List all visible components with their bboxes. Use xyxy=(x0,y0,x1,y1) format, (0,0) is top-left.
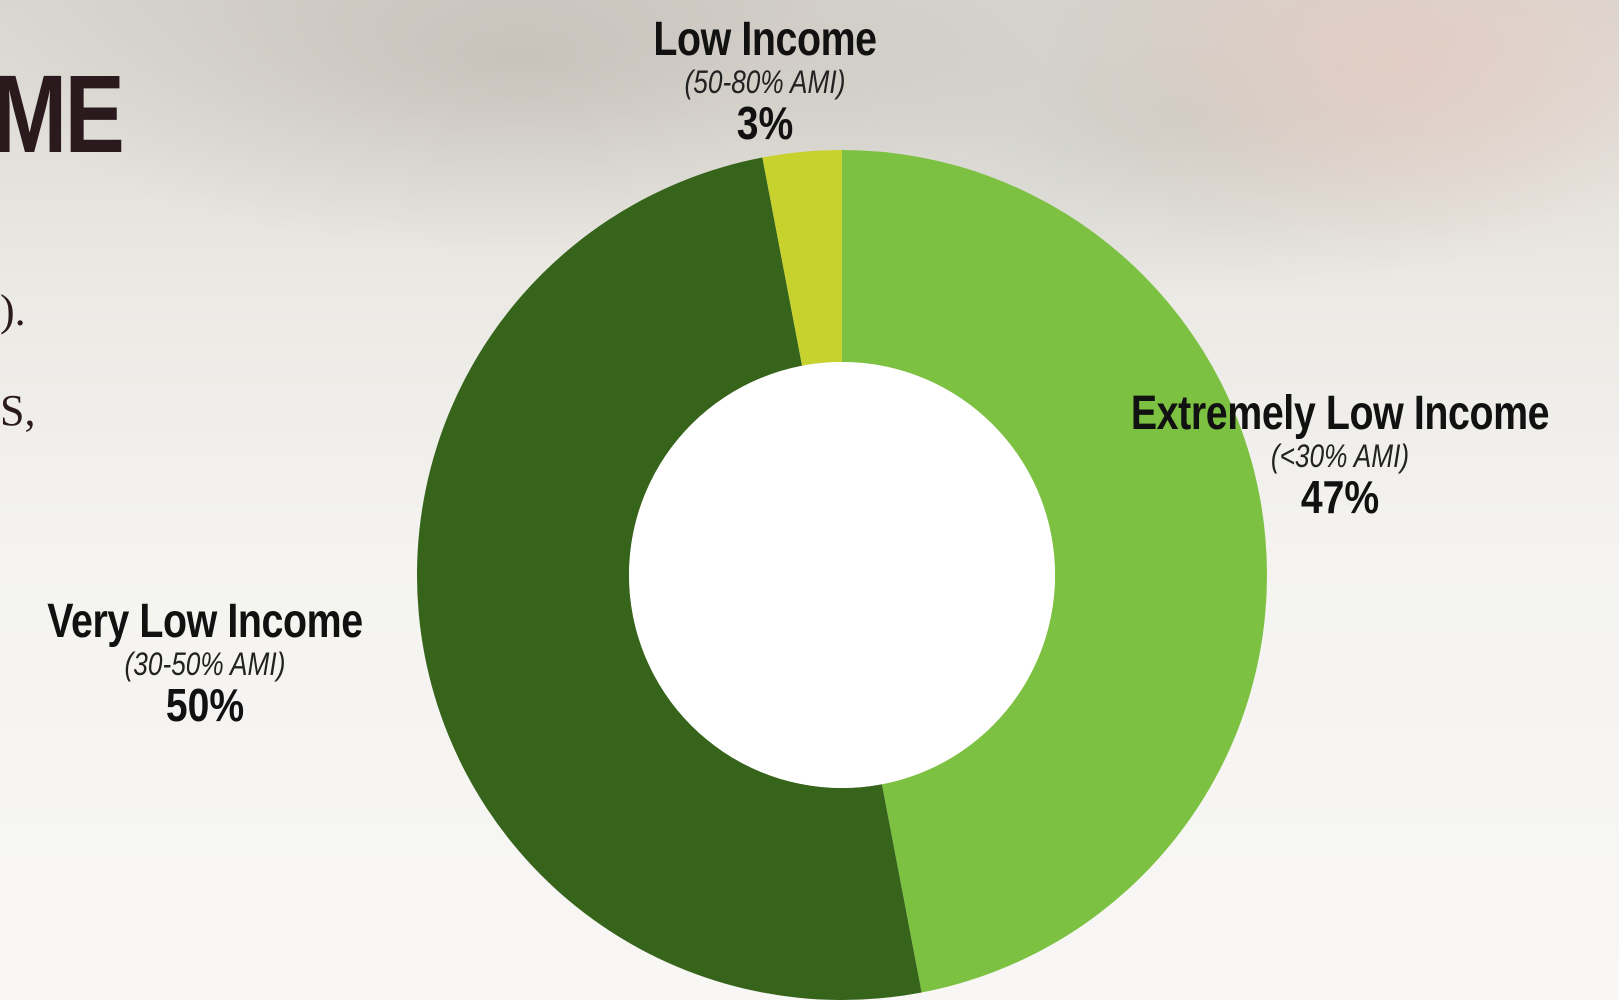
slide-text-fragment-1: ). xyxy=(0,286,26,335)
slice-name-extremely-low-income: Extremely Low Income xyxy=(1130,387,1550,440)
slice-percent-very-low-income: 50% xyxy=(165,679,245,731)
slide-heading-fragment: ME xyxy=(0,53,125,176)
donut-slice-very-low-income xyxy=(416,157,922,1000)
donut-slice-extremely-low-income xyxy=(842,150,1268,993)
donut-hole xyxy=(629,362,1055,788)
donut-slice-low-income xyxy=(762,150,842,366)
slice-label-low-income: Low Income (50-80% AMI) 3% xyxy=(600,13,930,149)
slice-label-extremely-low-income: Extremely Low Income (<30% AMI) 47% xyxy=(1080,387,1600,523)
slice-range-low-income: (50-80% AMI) xyxy=(684,64,846,100)
slice-name-low-income: Low Income xyxy=(653,13,877,66)
slice-percent-low-income: 3% xyxy=(736,97,794,149)
slice-label-very-low-income: Very Low Income (30-50% AMI) 50% xyxy=(10,595,400,731)
slice-range-extremely-low-income: (<30% AMI) xyxy=(1270,438,1410,474)
slice-percent-extremely-low-income: 47% xyxy=(1300,471,1380,523)
slice-name-very-low-income: Very Low Income xyxy=(47,595,363,648)
slide-text-fragment-2: S, xyxy=(0,386,36,435)
slice-range-very-low-income: (30-50% AMI) xyxy=(124,646,286,682)
